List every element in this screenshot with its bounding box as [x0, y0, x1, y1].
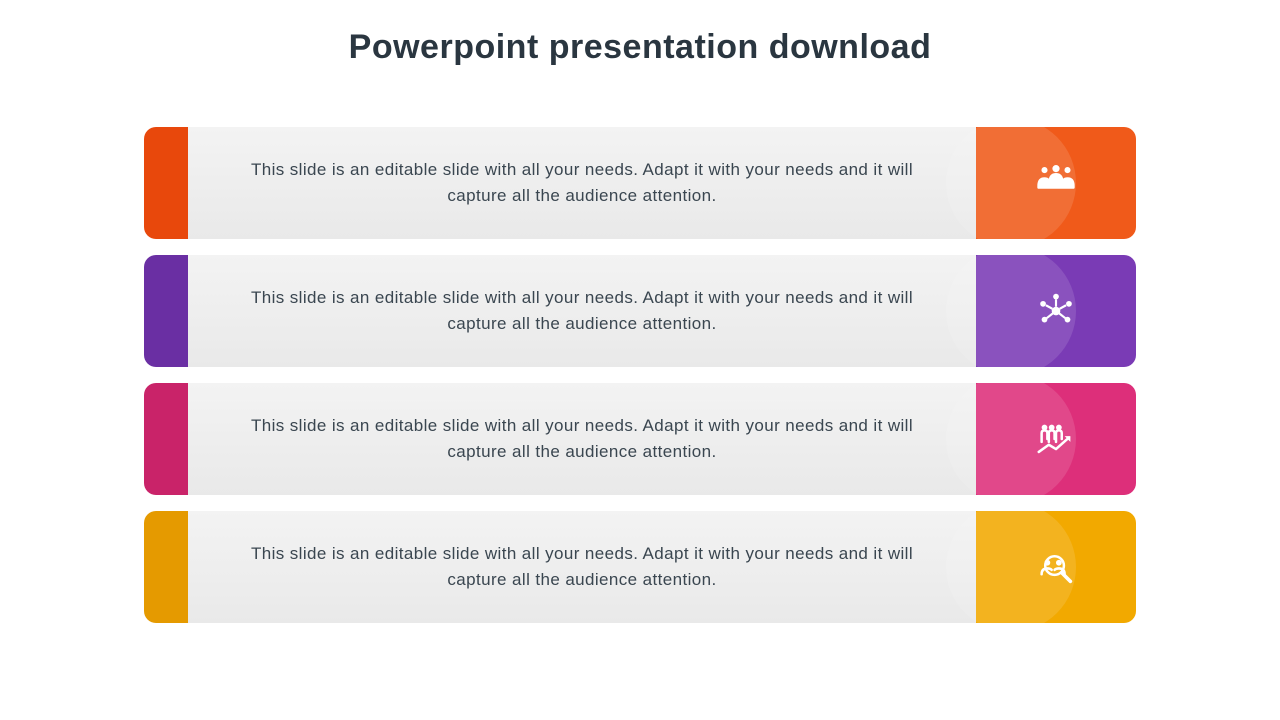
search-person-icon [1032, 543, 1080, 591]
row-text-block: This slide is an editable slide with all… [188, 383, 976, 495]
info-row: This slide is an editable slide with all… [144, 255, 1136, 367]
info-row: This slide is an editable slide with all… [144, 511, 1136, 623]
info-row: This slide is an editable slide with all… [144, 127, 1136, 239]
row-text-block: This slide is an editable slide with all… [188, 255, 976, 367]
group-icon [1032, 159, 1080, 207]
right-icon-block [976, 511, 1136, 623]
row-text: This slide is an editable slide with all… [248, 413, 916, 466]
people-growth-icon [1032, 415, 1080, 463]
rows-container: This slide is an editable slide with all… [144, 127, 1136, 623]
row-text: This slide is an editable slide with all… [248, 157, 916, 210]
row-text: This slide is an editable slide with all… [248, 541, 916, 594]
row-text-block: This slide is an editable slide with all… [188, 127, 976, 239]
page-title: Powerpoint presentation download [0, 0, 1280, 127]
left-accent-tab [144, 511, 188, 623]
row-text-block: This slide is an editable slide with all… [188, 511, 976, 623]
left-accent-tab [144, 127, 188, 239]
right-icon-block [976, 383, 1136, 495]
network-icon [1032, 287, 1080, 335]
right-icon-block [976, 127, 1136, 239]
right-icon-block [976, 255, 1136, 367]
row-text: This slide is an editable slide with all… [248, 285, 916, 338]
left-accent-tab [144, 383, 188, 495]
left-accent-tab [144, 255, 188, 367]
info-row: This slide is an editable slide with all… [144, 383, 1136, 495]
